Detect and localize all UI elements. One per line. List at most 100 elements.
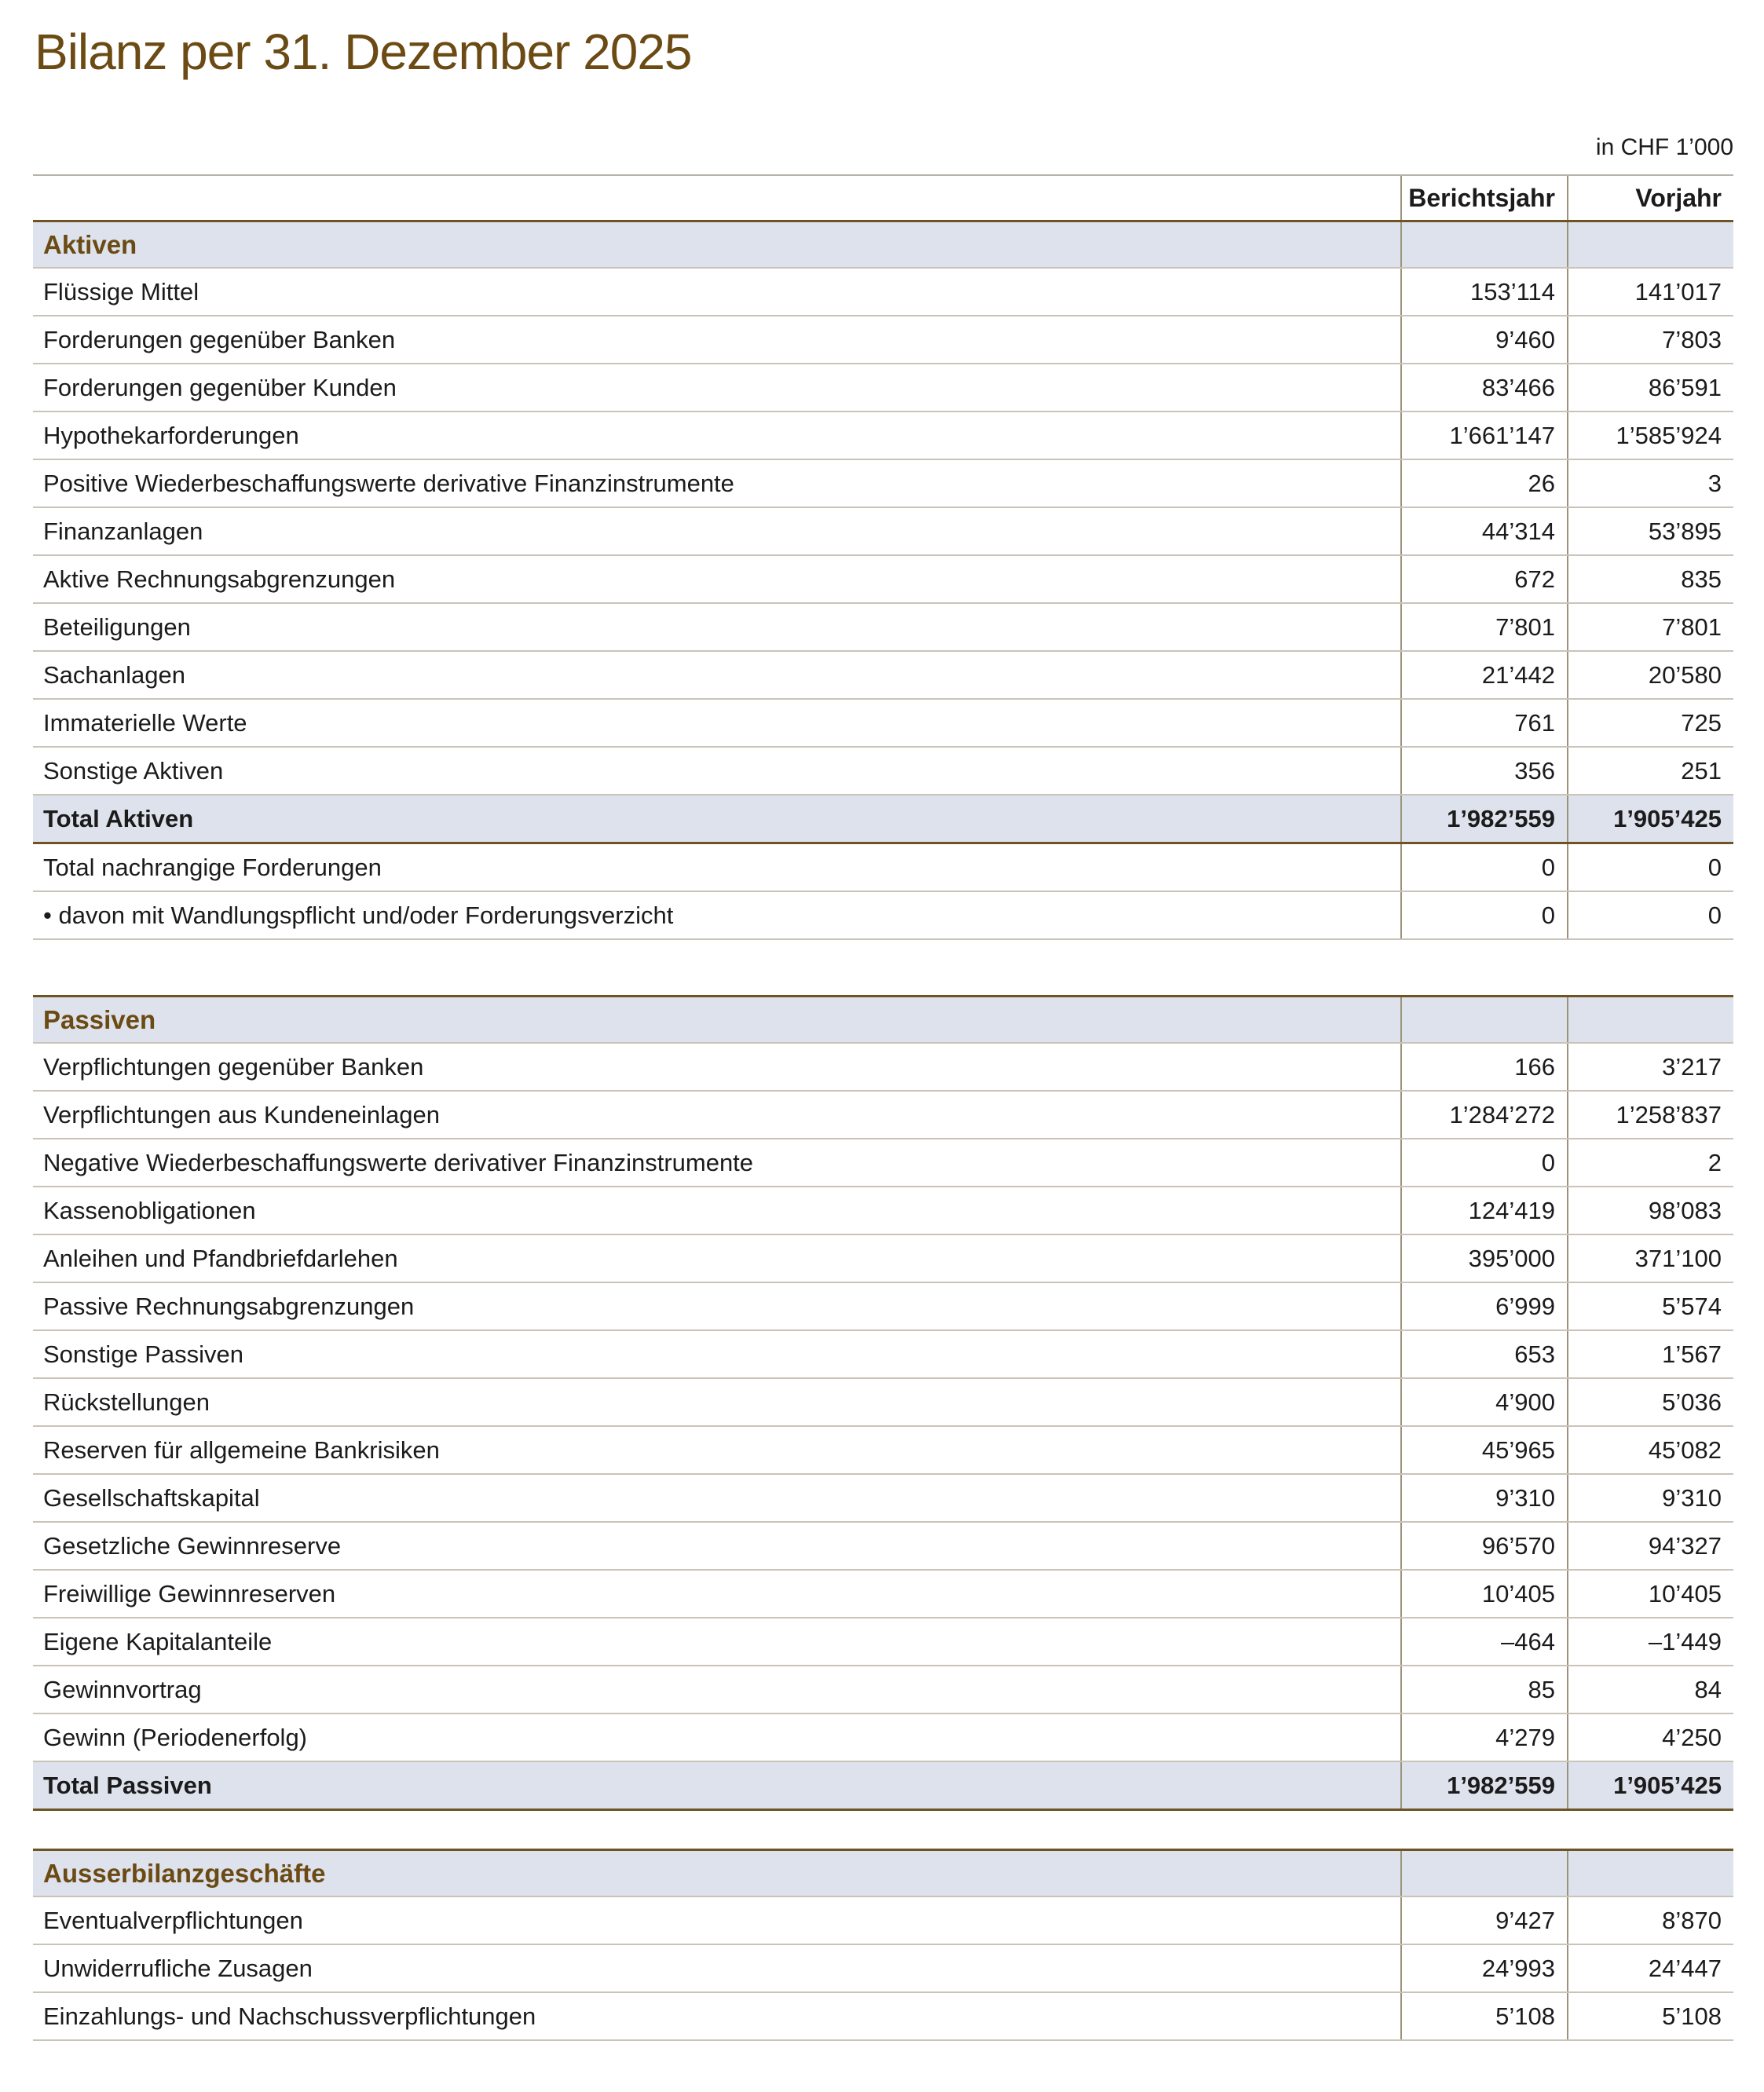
section-empty-cell	[1567, 997, 1733, 1042]
row-value-berichtsjahr: 45’965	[1400, 1427, 1567, 1473]
table-row: Verpflichtungen gegenüber Banken 166 3’2…	[33, 1044, 1733, 1092]
row-value-berichtsjahr: 9’427	[1400, 1897, 1567, 1944]
row-label: Gesellschaftskapital	[43, 1483, 260, 1512]
row-value-vorjahr: 94’327	[1567, 1523, 1733, 1569]
table-row: Total Passiven 1’982’559 1’905’425	[33, 1762, 1733, 1811]
row-label: Rückstellungen	[43, 1388, 210, 1416]
section-empty-cell	[1567, 1851, 1733, 1896]
row-value-berichtsjahr: 9’460	[1400, 316, 1567, 363]
row-value-vorjahr: 86’591	[1567, 364, 1733, 411]
table-row: Total nachrangige Forderungen 0 0	[33, 844, 1733, 892]
table-row: Passiven	[33, 995, 1733, 1044]
row-value-vorjahr: 5’108	[1567, 1993, 1733, 2039]
row-label: Freiwillige Gewinnreserven	[43, 1579, 336, 1607]
table-row: Negative Wiederbeschaffungswerte derivat…	[33, 1139, 1733, 1187]
table-row: • davon mit Wandlungspflicht und/oder Fo…	[33, 892, 1733, 940]
table-row: Forderungen gegenüber Banken 9’460 7’803	[33, 316, 1733, 364]
total-value-berichtsjahr: 1’982’559	[1400, 1762, 1567, 1809]
row-value-vorjahr: 5’574	[1567, 1283, 1733, 1329]
row-value-vorjahr: 20’580	[1567, 652, 1733, 698]
row-value-vorjahr: 45’082	[1567, 1427, 1733, 1473]
total-value-vorjahr: 1’905’425	[1567, 795, 1733, 842]
document-page: { "page_title": "Bilanz per 31. Dezember…	[0, 20, 1764, 2092]
row-label: Positive Wiederbeschaffungswerte derivat…	[43, 469, 734, 497]
row-value-berichtsjahr: 0	[1400, 1139, 1567, 1186]
row-value-vorjahr: 1’567	[1567, 1331, 1733, 1377]
row-label: Aktive Rechnungsabgrenzungen	[43, 565, 396, 593]
row-value-vorjahr: –1’449	[1567, 1618, 1733, 1665]
table-row: Ausserbilanzgeschäfte	[33, 1849, 1733, 1897]
table-row: Sonstige Aktiven 356 251	[33, 748, 1733, 795]
row-value-vorjahr: 5’036	[1567, 1379, 1733, 1425]
row-label: Negative Wiederbeschaffungswerte derivat…	[43, 1148, 754, 1176]
row-value-berichtsjahr: 653	[1400, 1331, 1567, 1377]
row-value-vorjahr: 3	[1567, 460, 1733, 507]
currency-unit-note: in CHF 1’000	[1595, 134, 1733, 160]
row-value-berichtsjahr: 1’284’272	[1400, 1092, 1567, 1138]
row-label: Sonstige Passiven	[43, 1340, 244, 1368]
row-label: Anleihen und Pfandbriefdarlehen	[43, 1244, 398, 1272]
row-label: • davon mit Wandlungspflicht und/oder Fo…	[43, 901, 674, 929]
row-label: Gewinnvortrag	[43, 1675, 202, 1703]
row-value-berichtsjahr: 0	[1400, 844, 1567, 891]
row-value-vorjahr: 84	[1567, 1666, 1733, 1713]
table-row: Sachanlagen 21’442 20’580	[33, 652, 1733, 700]
row-label: Hypothekarforderungen	[43, 421, 299, 449]
row-label: Immaterielle Werte	[43, 708, 247, 737]
row-value-berichtsjahr: 124’419	[1400, 1187, 1567, 1234]
row-label: Reserven für allgemeine Bankrisiken	[43, 1436, 440, 1464]
table-row: Gewinnvortrag 85 84	[33, 1666, 1733, 1714]
row-value-vorjahr: 141’017	[1567, 269, 1733, 315]
row-label: Eventualverpflichtungen	[43, 1906, 303, 1934]
row-value-vorjahr: 371’100	[1567, 1235, 1733, 1282]
row-label: Sonstige Aktiven	[43, 756, 224, 784]
row-value-berichtsjahr: 24’993	[1400, 1945, 1567, 1991]
balance-sheet-page: Bilanz per 31. Dezember 2025 in CHF 1’00…	[0, 20, 1764, 2041]
section-empty-cell	[1400, 1851, 1567, 1896]
row-value-berichtsjahr: 6’999	[1400, 1283, 1567, 1329]
table-row: Unwiderrufliche Zusagen 24’993 24’447	[33, 1945, 1733, 1993]
table-row: Hypothekarforderungen 1’661’147 1’585’92…	[33, 412, 1733, 460]
row-value-berichtsjahr: 4’900	[1400, 1379, 1567, 1425]
table-row: Verpflichtungen aus Kundeneinlagen 1’284…	[33, 1092, 1733, 1139]
row-value-berichtsjahr: 4’279	[1400, 1714, 1567, 1761]
row-value-vorjahr: 7’803	[1567, 316, 1733, 363]
row-value-berichtsjahr: 44’314	[1400, 508, 1567, 554]
row-label: Gewinn (Periodenerfolg)	[43, 1723, 308, 1751]
row-value-berichtsjahr: 9’310	[1400, 1475, 1567, 1521]
table-row: Finanzanlagen 44’314 53’895	[33, 508, 1733, 556]
total-value-berichtsjahr: 1’982’559	[1400, 795, 1567, 842]
column-header-vorjahr: Vorjahr	[1567, 176, 1733, 220]
table-row: Beteiligungen 7’801 7’801	[33, 604, 1733, 652]
table-row: Freiwillige Gewinnreserven 10’405 10’405	[33, 1571, 1733, 1618]
row-label: Verpflichtungen aus Kundeneinlagen	[43, 1100, 441, 1128]
row-label: Sachanlagen	[43, 660, 185, 689]
table-row: Total Aktiven 1’982’559 1’905’425	[33, 795, 1733, 844]
section-empty-cell	[1400, 222, 1567, 267]
row-value-vorjahr: 0	[1567, 844, 1733, 891]
table-row: Rückstellungen 4’900 5’036	[33, 1379, 1733, 1427]
section-header: Aktiven	[43, 229, 137, 259]
row-value-vorjahr: 24’447	[1567, 1945, 1733, 1991]
section-header: Passiven	[43, 1004, 156, 1034]
row-label: Kassenobligationen	[43, 1196, 256, 1224]
table-row: Berichtsjahr Vorjahr	[33, 174, 1733, 220]
row-value-vorjahr: 1’258’837	[1567, 1092, 1733, 1138]
table-row: Positive Wiederbeschaffungswerte derivat…	[33, 460, 1733, 508]
section-header: Ausserbilanzgeschäfte	[43, 1858, 326, 1888]
row-value-vorjahr: 251	[1567, 748, 1733, 794]
table-row: Gesellschaftskapital 9’310 9’310	[33, 1475, 1733, 1523]
row-value-vorjahr: 7’801	[1567, 604, 1733, 650]
row-value-vorjahr: 4’250	[1567, 1714, 1733, 1761]
row-value-berichtsjahr: –464	[1400, 1618, 1567, 1665]
row-value-berichtsjahr: 153’114	[1400, 269, 1567, 315]
row-label: Passive Rechnungsabgrenzungen	[43, 1292, 415, 1320]
row-value-berichtsjahr: 96’570	[1400, 1523, 1567, 1569]
table-row: Gesetzliche Gewinnreserve 96’570 94’327	[33, 1523, 1733, 1571]
balance-table-1: Passiven Verpflichtungen gegenüber Banke…	[33, 995, 1733, 1811]
total-value-vorjahr: 1’905’425	[1567, 1762, 1733, 1809]
row-label: Einzahlungs- und Nachschussverpflichtung…	[43, 2002, 536, 2030]
row-value-vorjahr: 2	[1567, 1139, 1733, 1186]
row-value-vorjahr: 10’405	[1567, 1571, 1733, 1617]
row-value-vorjahr: 98’083	[1567, 1187, 1733, 1234]
